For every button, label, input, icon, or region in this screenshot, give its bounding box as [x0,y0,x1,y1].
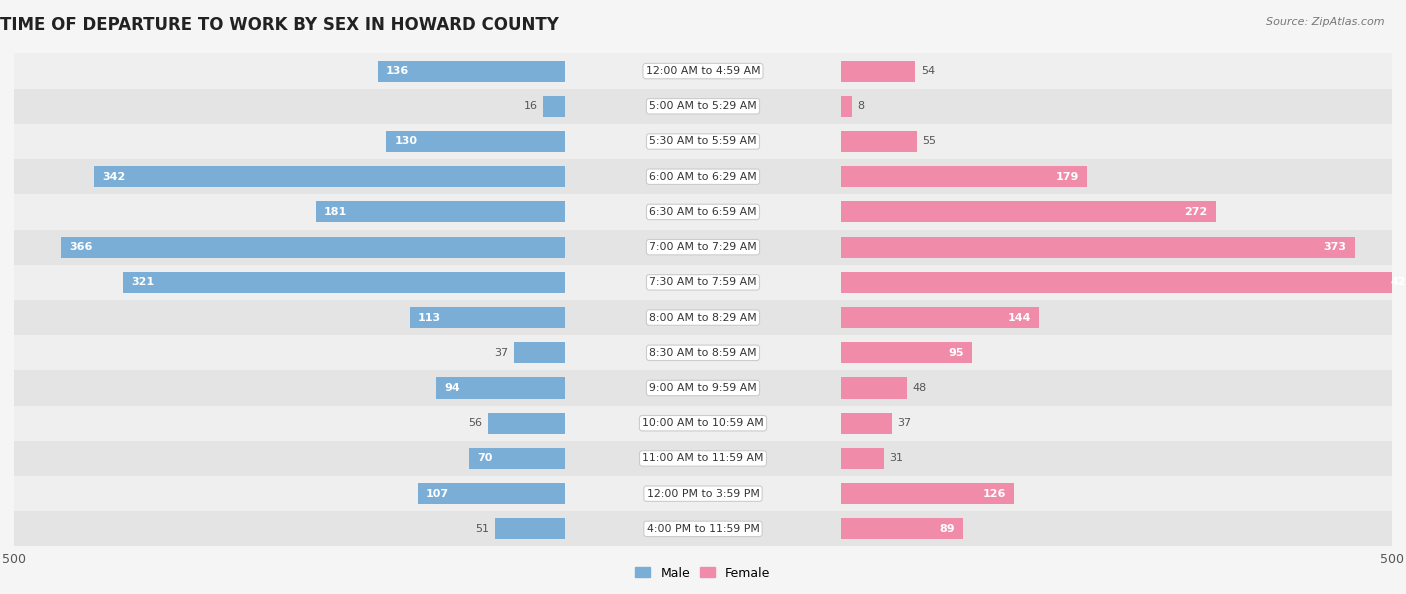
Bar [122,272,565,293]
Text: 144: 144 [1008,312,1031,323]
Text: 95: 95 [948,348,963,358]
Text: 9:00 AM to 9:59 AM: 9:00 AM to 9:59 AM [650,383,756,393]
Bar [841,342,972,364]
Text: 31: 31 [889,453,903,463]
Text: 6:00 AM to 6:29 AM: 6:00 AM to 6:29 AM [650,172,756,182]
Bar [841,236,1355,258]
Text: 70: 70 [477,453,492,463]
Text: 5:30 AM to 5:59 AM: 5:30 AM to 5:59 AM [650,137,756,147]
Bar [378,61,565,81]
Bar [841,201,1216,223]
Bar [841,166,1087,187]
Text: 54: 54 [921,66,935,76]
Text: 181: 181 [323,207,347,217]
Bar [14,159,1392,194]
Bar [841,307,1039,328]
Text: 130: 130 [394,137,418,147]
Text: 7:00 AM to 7:29 AM: 7:00 AM to 7:29 AM [650,242,756,252]
Bar [14,371,1392,406]
Text: 422: 422 [1391,277,1406,287]
Text: 8:00 AM to 8:29 AM: 8:00 AM to 8:29 AM [650,312,756,323]
Text: 7:30 AM to 7:59 AM: 7:30 AM to 7:59 AM [650,277,756,287]
Bar [841,131,917,152]
Text: 4:00 PM to 11:59 PM: 4:00 PM to 11:59 PM [647,524,759,534]
Text: 12:00 PM to 3:59 PM: 12:00 PM to 3:59 PM [647,489,759,498]
Text: 342: 342 [103,172,125,182]
Bar [841,519,963,539]
Text: 10:00 AM to 10:59 AM: 10:00 AM to 10:59 AM [643,418,763,428]
Text: 366: 366 [69,242,93,252]
Bar [14,265,1392,300]
Text: 89: 89 [939,524,955,534]
Bar [14,406,1392,441]
Text: 179: 179 [1056,172,1080,182]
Text: 272: 272 [1184,207,1208,217]
Bar [841,61,915,81]
Bar [436,377,565,399]
Bar [14,441,1392,476]
Bar [60,236,565,258]
Bar [841,483,1014,504]
Bar [841,272,1406,293]
Legend: Male, Female: Male, Female [630,561,776,584]
Text: TIME OF DEPARTURE TO WORK BY SEX IN HOWARD COUNTY: TIME OF DEPARTURE TO WORK BY SEX IN HOWA… [0,15,560,34]
Bar [495,519,565,539]
Bar [488,413,565,434]
Bar [14,194,1392,229]
Text: 107: 107 [426,489,449,498]
Bar [418,483,565,504]
Bar [14,229,1392,265]
Text: 373: 373 [1323,242,1347,252]
Text: 136: 136 [387,66,409,76]
Text: 8:30 AM to 8:59 AM: 8:30 AM to 8:59 AM [650,348,756,358]
Bar [316,201,565,223]
Text: 51: 51 [475,524,489,534]
Bar [841,413,891,434]
Text: 8: 8 [858,102,865,111]
Text: 94: 94 [444,383,460,393]
Text: 48: 48 [912,383,927,393]
Bar [841,377,907,399]
Bar [14,53,1392,89]
Bar [543,96,565,117]
Bar [409,307,565,328]
Bar [14,89,1392,124]
Bar [14,124,1392,159]
Bar [94,166,565,187]
Text: 321: 321 [131,277,155,287]
Text: 11:00 AM to 11:59 AM: 11:00 AM to 11:59 AM [643,453,763,463]
Text: 5:00 AM to 5:29 AM: 5:00 AM to 5:29 AM [650,102,756,111]
Bar [14,476,1392,511]
Bar [841,96,852,117]
Text: 12:00 AM to 4:59 AM: 12:00 AM to 4:59 AM [645,66,761,76]
Text: 113: 113 [418,312,441,323]
Text: 6:30 AM to 6:59 AM: 6:30 AM to 6:59 AM [650,207,756,217]
Bar [387,131,565,152]
Text: 37: 37 [495,348,509,358]
Text: 55: 55 [922,137,936,147]
Text: Source: ZipAtlas.com: Source: ZipAtlas.com [1267,17,1385,27]
Text: 37: 37 [897,418,911,428]
Text: 126: 126 [983,489,1007,498]
Bar [14,335,1392,371]
Bar [841,448,883,469]
Text: 56: 56 [468,418,482,428]
Text: 16: 16 [523,102,537,111]
Bar [468,448,565,469]
Bar [14,511,1392,546]
Bar [14,300,1392,335]
Bar [515,342,565,364]
